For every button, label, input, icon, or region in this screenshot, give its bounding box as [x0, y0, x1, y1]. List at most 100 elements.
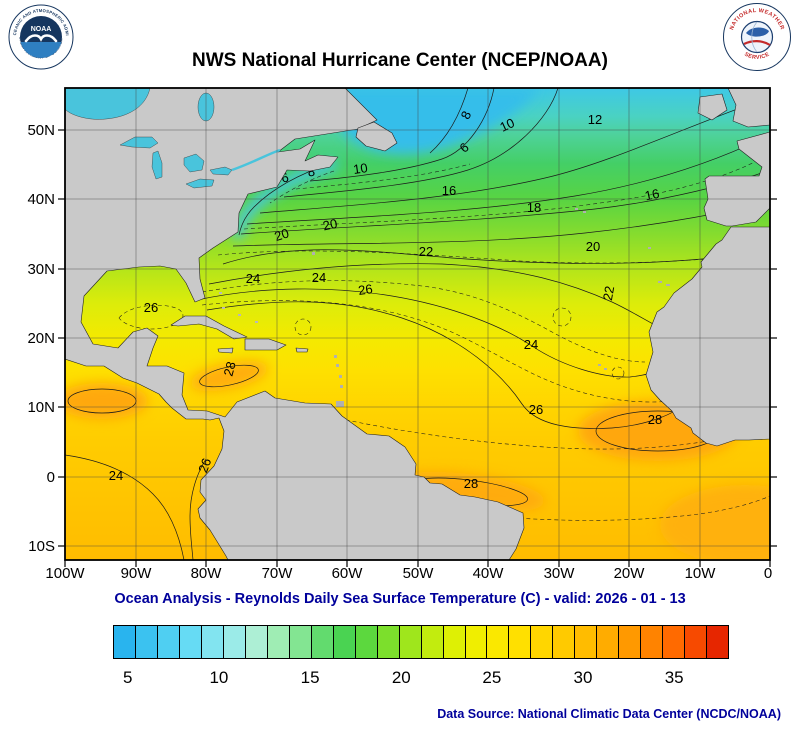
- lon-axis-label: 0: [764, 565, 772, 582]
- land-britain: [727, 88, 770, 128]
- colorbar-cell: [487, 626, 510, 658]
- landmasses: [65, 88, 770, 560]
- nws-logo: NATIONAL WEATHER SERVICE: [723, 3, 791, 71]
- page-title: NWS National Hurricane Center (NCEP/NOAA…: [192, 50, 608, 71]
- land-jamaica: [217, 347, 234, 354]
- lat-axis-label: 10S: [28, 538, 55, 555]
- contour-label: 28: [221, 360, 239, 378]
- contour-label: 28: [648, 412, 662, 427]
- lat-axis-labels: 50N 40N 30N 20N 10N 0 10S: [27, 122, 55, 555]
- lon-axis-label: 100W: [45, 565, 85, 582]
- lon-axis-label: 70W: [262, 565, 294, 582]
- land-ireland: [697, 93, 728, 121]
- lon-axis-label: 50W: [403, 565, 435, 582]
- colorbar-cell: [399, 626, 422, 658]
- colorbar-cell: [443, 626, 466, 658]
- lat-axis-label: 10N: [27, 399, 55, 416]
- land-bahamas: [219, 292, 258, 323]
- lon-axis-label: 80W: [191, 565, 223, 582]
- lat-axis-label: 40N: [27, 191, 55, 208]
- colorbar-cell: [619, 626, 642, 658]
- contour-label: 12: [588, 112, 602, 127]
- colorbar-cell: [377, 626, 400, 658]
- colorbar-cell: [355, 626, 378, 658]
- contour-label: 16: [442, 183, 456, 198]
- colorbar: [113, 625, 729, 659]
- lat-axis-label: 20N: [27, 330, 55, 347]
- lake-huron: [183, 153, 205, 173]
- colorbar-cell: [245, 626, 268, 658]
- lon-axis-label: 30W: [544, 565, 576, 582]
- contour-label: 24: [109, 468, 123, 483]
- hudson-bay: [65, 88, 151, 120]
- contour-label: 6: [279, 169, 290, 185]
- colorbar-cell: [114, 626, 136, 658]
- nws-globe-icon: [740, 20, 774, 54]
- colorbar-cell: [267, 626, 290, 658]
- lon-axis-label: 20W: [614, 565, 646, 582]
- lake-erie: [185, 178, 215, 189]
- contour-label: 22: [600, 285, 617, 302]
- inland-waters: [65, 88, 281, 189]
- data-source-note: Data Source: National Climatic Data Cent…: [437, 707, 781, 721]
- st-lawrence-river: [231, 148, 281, 172]
- isotherm-contours-dashed: [118, 152, 770, 521]
- colorbar-cell: [311, 626, 334, 658]
- colorbar-cell: [663, 626, 686, 658]
- colorbar-cell: [135, 626, 158, 658]
- lat-axis-label: 50N: [27, 122, 55, 139]
- colorbar-cell: [553, 626, 576, 658]
- colorbar-tick-label: 25: [482, 668, 502, 687]
- contour-label: 26: [144, 300, 158, 315]
- lake-superior: [119, 136, 159, 149]
- colorbar-cell: [707, 626, 729, 658]
- lake-ontario: [209, 166, 233, 176]
- colorbar-cell: [509, 626, 532, 658]
- colorbar-tick-labels: 5 10 15 20 25 30 35: [113, 668, 729, 692]
- lat-axis-label: 30N: [27, 261, 55, 278]
- colorbar-tick-label: 5: [123, 668, 133, 687]
- land-hispaniola: [244, 338, 287, 351]
- graticule: [65, 88, 770, 560]
- colorbar-cell: [597, 626, 620, 658]
- lon-axis-label: 60W: [332, 565, 364, 582]
- noaa-logo: NATIONAL OCEANIC AND ATMOSPHERIC ADMINIS…: [8, 4, 74, 70]
- contour-label: 18: [527, 200, 541, 215]
- colorbar-tick-label: 30: [573, 668, 593, 687]
- axis-ticks: [58, 129, 777, 567]
- colorbar-cell: [641, 626, 664, 658]
- nws-front-line: [743, 40, 771, 46]
- noaa-wordmark: NOAA: [31, 26, 52, 33]
- colorbar-cell: [421, 626, 444, 658]
- svg-text:SERVICE: SERVICE: [743, 52, 771, 62]
- map-subtitle: Ocean Analysis - Reynolds Daily Sea Surf…: [114, 591, 686, 607]
- colorbar-cell: [223, 626, 246, 658]
- colorbar-cell: [531, 626, 554, 658]
- contour-label: 16: [643, 186, 660, 204]
- land-africa: [645, 226, 770, 447]
- lake-michigan: [151, 150, 163, 180]
- contour-label: 24: [312, 270, 326, 285]
- contour-label: 8: [306, 164, 316, 180]
- sst-map: 8 10 12 6 6 8 10 16 18 16 20 20 22 20 22…: [27, 87, 777, 582]
- colorbar-cell: [179, 626, 202, 658]
- land-atlantic-islands: [312, 208, 670, 370]
- contour-label: 24: [246, 271, 260, 286]
- lon-axis-labels: 100W 90W 80W 70W 60W 50W 40W 30W 20W 10W…: [45, 565, 772, 582]
- colorbar-tick-label: 35: [664, 668, 684, 687]
- contour-label: 22: [419, 244, 433, 259]
- contour-label: 26: [529, 402, 543, 417]
- lat-axis-label: 0: [47, 469, 55, 486]
- land-puerto-rico: [295, 347, 309, 353]
- colorbar-cell: [333, 626, 356, 658]
- contour-label: 10: [352, 160, 368, 177]
- colorbar-cell: [157, 626, 180, 658]
- noaa-logo-sea: [20, 42, 62, 58]
- contour-label: 20: [586, 239, 600, 254]
- land-newfoundland: [355, 121, 398, 152]
- contour-label: 26: [357, 281, 373, 298]
- land-americas: [65, 88, 525, 560]
- colorbar-tick-label: 10: [209, 668, 229, 687]
- colorbar-tick-label: 20: [391, 668, 411, 687]
